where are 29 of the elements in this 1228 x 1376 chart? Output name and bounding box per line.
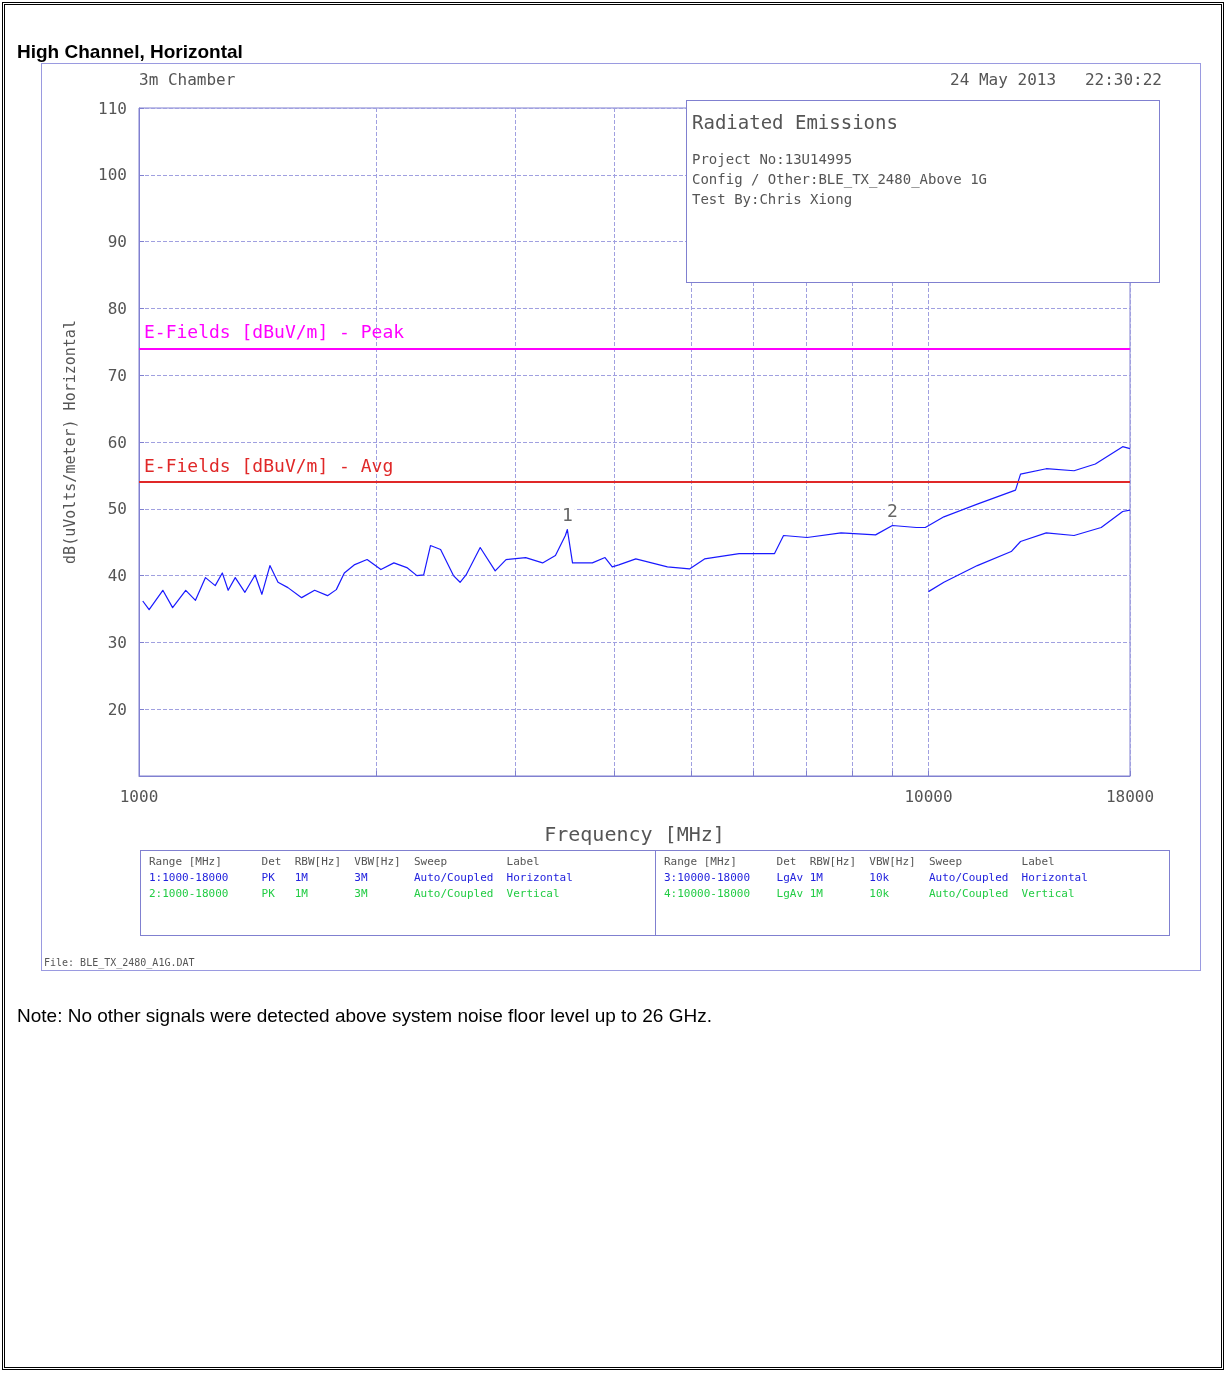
text: 24 May 2013 22:30:22 <box>950 70 1162 89</box>
y-tick-label: 90 <box>107 232 127 252</box>
y-tick-label: 30 <box>107 632 127 652</box>
annotation: Config / Other:BLE_TX_2480_Above 1G <box>692 171 988 187</box>
chart-title: High Channel, Horizontal <box>17 41 243 63</box>
y-tick-label: 80 <box>107 298 127 318</box>
text: File: BLE_TX_2480_A1G.DAT <box>44 957 195 968</box>
annotation: Project No:13U14995 <box>692 151 853 167</box>
ref-line-label: E-Fields [dBuV/m] - Peak <box>144 320 405 342</box>
annotation: 1 <box>561 504 573 526</box>
settings-table: Range [MHz] Det RBW[Hz] VBW[Hz] Sweep Label 1:1000-18000 PK 1M 3M Auto/Coupled Horizontal 2:1000-18000 PK 1M 3M Auto/Coupled Vertical Range [MHz] Det RBW[Hz] VBW[Hz] Sweep Label 3:10000-18000 LgAv 1M 10k Auto/Coupled Horizontal 4:10000-18000 LgAv 1M 10k Auto/Coupled Vertical <box>140 850 1170 936</box>
y-tick-label: 20 <box>107 699 127 719</box>
y-tick-label: 110 <box>98 98 127 118</box>
y-tick-label: 70 <box>107 365 127 385</box>
y-tick-label: 40 <box>107 566 127 586</box>
text: 3m Chamber <box>139 70 236 89</box>
annotation: 2 <box>886 500 898 521</box>
x-tick-label: 1000 <box>119 786 159 806</box>
y-tick-label: 100 <box>98 165 127 185</box>
x-tick-label: 10000 <box>904 786 953 806</box>
y-tick-label: 50 <box>107 499 127 519</box>
annotation: Radiated Emissions <box>692 111 898 133</box>
ref-line-label: E-Fields [dBuV/m] - Avg <box>144 454 394 476</box>
y-tick-label: 60 <box>107 432 127 452</box>
y-axis-title: dB(uVolts/meter) Horizontal <box>60 320 79 564</box>
x-tick-label: 18000 <box>1105 786 1155 806</box>
text: Note: No other signals were detected above system noise floor level up to 26 GHz. <box>17 1005 712 1027</box>
x-axis-title: Frequency [MHz] <box>544 822 725 846</box>
annotation: Test By:Chris Xiong <box>692 191 853 207</box>
